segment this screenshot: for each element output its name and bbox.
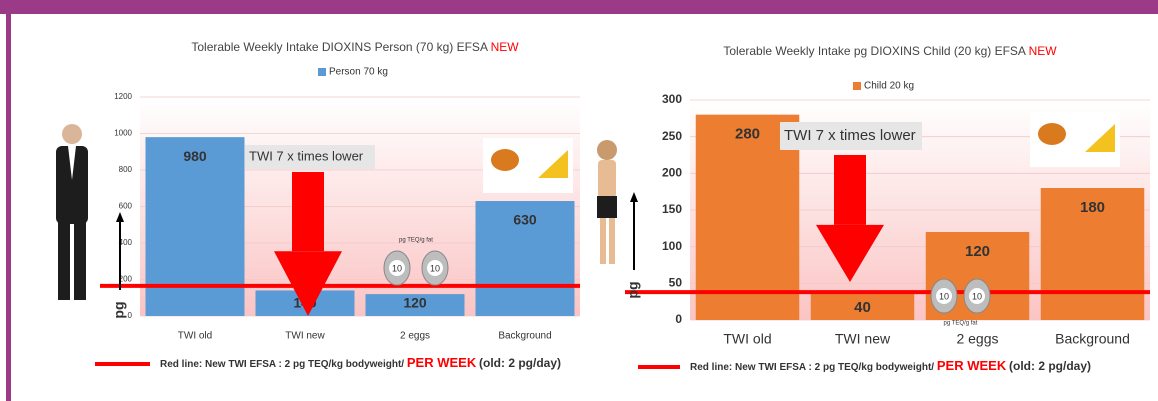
arrow-shaft (834, 155, 866, 225)
y-tick-label: 0 (675, 312, 682, 326)
frame-top (0, 0, 1158, 14)
x-tick-label: TWI new (285, 331, 325, 342)
y-tick-label: 50 (669, 276, 683, 290)
arrow-shaft (292, 172, 324, 251)
drumstick (1038, 123, 1066, 145)
x-tick-label: Background (1055, 331, 1130, 347)
annotation-text: TWI 7 x times lower (784, 127, 916, 144)
egg-value: 10 (972, 291, 982, 301)
legend-swatch (318, 68, 326, 76)
egg-value: 10 (430, 263, 440, 273)
footnote: Red line: New TWI EFSA : 2 pg TEQ/kg bod… (160, 355, 561, 370)
chart-title: Tolerable Weekly Intake DIOXINS Person (… (191, 40, 519, 54)
y-tick-label: 150 (662, 202, 682, 216)
child-image (597, 140, 617, 264)
egg-value: 10 (939, 291, 949, 301)
data-label: 40 (854, 299, 871, 316)
data-label: 120 (403, 295, 427, 311)
y-tick-label: 1000 (114, 129, 132, 138)
title-text: Tolerable Weekly Intake pg DIOXINS Child… (723, 44, 1026, 58)
data-label: 180 (1080, 199, 1105, 216)
y-tick-label: 800 (119, 165, 133, 174)
egg-unit: pg TEQ/g fat (399, 238, 433, 244)
egg-unit: pg TEQ/g fat (944, 321, 978, 327)
y-axis-arrow-head (630, 192, 638, 202)
y-tick-label: 250 (662, 129, 682, 143)
footnote-text: Red line: New TWI EFSA : 2 pg TEQ/kg bod… (160, 359, 404, 370)
annotation-text: TWI 7 x times lower (249, 148, 364, 163)
x-tick-label: Background (498, 331, 551, 342)
x-tick-label: 2 eggs (956, 331, 998, 347)
y-tick-label: 600 (119, 202, 133, 211)
drumstick (491, 149, 519, 171)
footnote-old: (old: 2 pg/day) (479, 356, 561, 370)
footnote-old: (old: 2 pg/day) (1009, 359, 1091, 373)
y-tick-label: 0 (128, 311, 133, 320)
legend-label: Child 20 kg (864, 81, 914, 92)
data-label: 120 (965, 243, 990, 260)
footnote-text: Red line: New TWI EFSA : 2 pg TEQ/kg bod… (690, 362, 934, 373)
footnote-highlight: PER WEEK (937, 358, 1007, 373)
title-highlight: NEW (491, 40, 520, 54)
page: Tolerable Weekly Intake DIOXINS Person (… (0, 0, 1158, 401)
legend-label: Person 70 kg (329, 67, 388, 78)
x-tick-label: TWI new (835, 331, 891, 347)
person-image (56, 124, 88, 300)
data-label: 980 (183, 148, 207, 164)
title-text: Tolerable Weekly Intake DIOXINS Person (… (191, 40, 488, 54)
legend-swatch (853, 82, 861, 90)
egg-value: 10 (392, 263, 402, 273)
y-axis-arrow-head (116, 212, 124, 222)
data-label: 280 (735, 126, 760, 143)
y-tick-label: 1200 (114, 92, 132, 101)
x-tick-label: TWI old (723, 331, 771, 347)
title-highlight: NEW (1029, 44, 1058, 58)
bar (146, 137, 245, 316)
y-axis-label: pg (111, 301, 127, 318)
y-tick-label: 100 (662, 239, 682, 253)
y-axis-label: pg (625, 281, 641, 298)
footnote: Red line: New TWI EFSA : 2 pg TEQ/kg bod… (690, 358, 1091, 373)
footnote-highlight: PER WEEK (407, 355, 477, 370)
y-tick-label: 300 (662, 92, 682, 106)
x-tick-label: TWI old (178, 331, 212, 342)
frame-left (6, 0, 11, 401)
chart-title: Tolerable Weekly Intake pg DIOXINS Child… (723, 44, 1057, 58)
x-tick-label: 2 eggs (400, 331, 430, 342)
y-tick-label: 200 (662, 166, 682, 180)
data-label: 630 (513, 212, 537, 228)
